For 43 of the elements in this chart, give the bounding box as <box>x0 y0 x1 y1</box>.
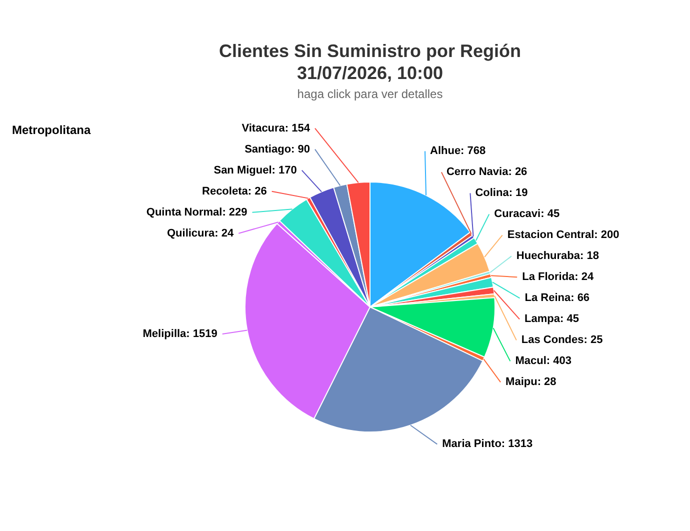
data-label: : 403 <box>546 355 572 368</box>
data-label: : 19 <box>508 187 528 200</box>
data-label: : 26 <box>248 185 267 198</box>
data-label: : 24 <box>214 227 235 240</box>
data-label: : 26 <box>508 166 528 178</box>
data-label: : 28 <box>537 376 556 388</box>
slice-label: La Reina <box>524 292 572 304</box>
slice-label: Estacion Central <box>507 229 594 242</box>
text: Metropolitana <box>12 123 91 137</box>
slice-label: Cerro Navia <box>446 166 510 178</box>
slice-label: Colina <box>475 187 510 200</box>
data-label: : 24 <box>574 271 594 284</box>
slice-label: Santiago <box>244 143 292 156</box>
data-label: : 90 <box>291 143 310 156</box>
slice-label: Las Condes <box>521 334 584 346</box>
slice-label: Maipu <box>506 376 538 388</box>
slice-label: La Florida <box>522 271 576 284</box>
slice-label: Macul <box>515 355 546 368</box>
data-label: : 200 <box>594 229 620 242</box>
data-label: : 768 <box>460 145 486 158</box>
slice-label: Melipilla <box>142 328 188 340</box>
data-label: : 45 <box>540 208 560 220</box>
chart-subtitle: haga click para ver detalles <box>297 87 443 101</box>
data-label: : 1519 <box>186 328 218 340</box>
slice-label: Quinta Normal <box>146 206 222 218</box>
data-label: : 66 <box>570 292 590 304</box>
data-label: : 45 <box>560 313 579 326</box>
data-label: : 18 <box>580 250 599 262</box>
slice-label: Recoleta <box>202 185 249 198</box>
data-label: : 229 <box>222 206 248 218</box>
data-label: : 154 <box>284 122 311 134</box>
data-label: : 170 <box>272 164 297 176</box>
slice-label: Huechuraba <box>516 250 581 262</box>
data-label: : 1313 <box>501 438 533 450</box>
slice-label: Quilicura <box>166 227 216 240</box>
slice-label: Vitacura <box>242 122 286 134</box>
data-label: : 25 <box>584 334 603 346</box>
slice-label: San Miguel <box>214 164 272 176</box>
slice-label: Alhue <box>430 145 461 158</box>
slice-label: Lampa <box>524 313 561 326</box>
slice-label: Maria Pinto <box>442 438 502 450</box>
chart-title: Clientes Sin Suministro por Región 31/07/2026, 10:00 <box>218 41 522 83</box>
slice-label: Curacavi <box>494 208 541 220</box>
